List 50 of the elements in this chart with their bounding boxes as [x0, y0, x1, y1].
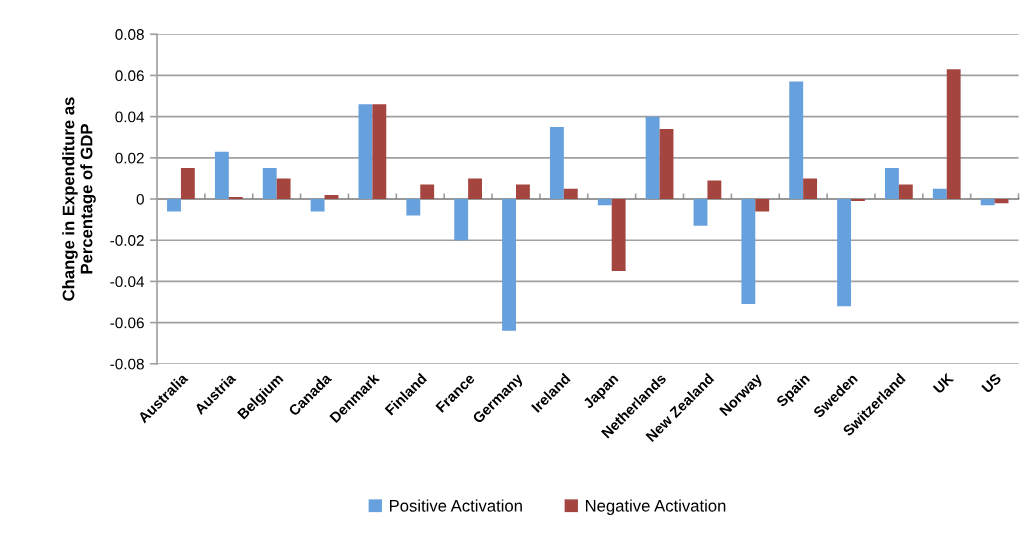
bar: [549, 126, 564, 200]
bar: [898, 184, 913, 200]
bar: [659, 128, 674, 200]
y-tick-label: 0: [136, 193, 144, 205]
bar: [502, 199, 516, 331]
bar: [262, 168, 277, 200]
bar: [851, 199, 865, 202]
bar: [228, 196, 243, 200]
y-tick-label: 0.02: [115, 152, 144, 164]
bar: [994, 199, 1009, 204]
bar: [707, 180, 722, 200]
y-tick-label: 0.06: [115, 70, 144, 82]
bar: [324, 194, 339, 200]
bar: [358, 104, 373, 200]
y-tick-label: -0.04: [110, 276, 145, 288]
y-tick-label: 0.04: [115, 111, 145, 123]
y-tick-label: -0.06: [110, 317, 144, 329]
bar: [167, 199, 181, 212]
bar: [515, 184, 530, 200]
y-tick-label: 0.08: [115, 29, 144, 40]
bar: [803, 178, 818, 200]
bar: [980, 199, 995, 206]
bar: [885, 168, 899, 200]
bar: [180, 168, 195, 200]
bar: [837, 199, 852, 307]
bar: [645, 116, 660, 200]
legend-label: Positive Activation: [389, 499, 522, 512]
bar: [946, 69, 961, 200]
bar: [276, 178, 291, 200]
bar: [310, 199, 325, 212]
bar: [214, 151, 229, 200]
bar: [789, 81, 804, 200]
x-tick-label: UK: [932, 372, 955, 394]
bar: [611, 199, 626, 272]
bar: [454, 199, 469, 241]
y-axis-title: Change in Expenditure as Percentage of GDP: [62, 97, 96, 301]
legend-label: Negative Activation: [585, 499, 726, 515]
bar: [468, 178, 482, 200]
bar: [741, 199, 756, 305]
x-tick-label: US: [981, 372, 1002, 394]
y-tick-label: -0.02: [110, 235, 144, 246]
bar: [563, 188, 578, 200]
y-tick-label: -0.08: [110, 358, 144, 370]
bar: [406, 199, 421, 216]
bar: [693, 199, 708, 226]
bar: [597, 199, 612, 206]
bar: [420, 184, 435, 200]
bar: [932, 188, 947, 200]
bar: [372, 104, 387, 200]
bar: [755, 199, 770, 212]
